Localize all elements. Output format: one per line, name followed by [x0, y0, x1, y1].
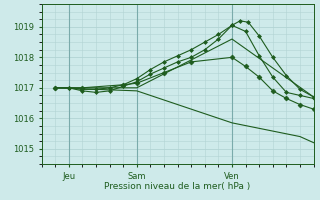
X-axis label: Pression niveau de la mer( hPa ): Pression niveau de la mer( hPa )	[104, 182, 251, 191]
